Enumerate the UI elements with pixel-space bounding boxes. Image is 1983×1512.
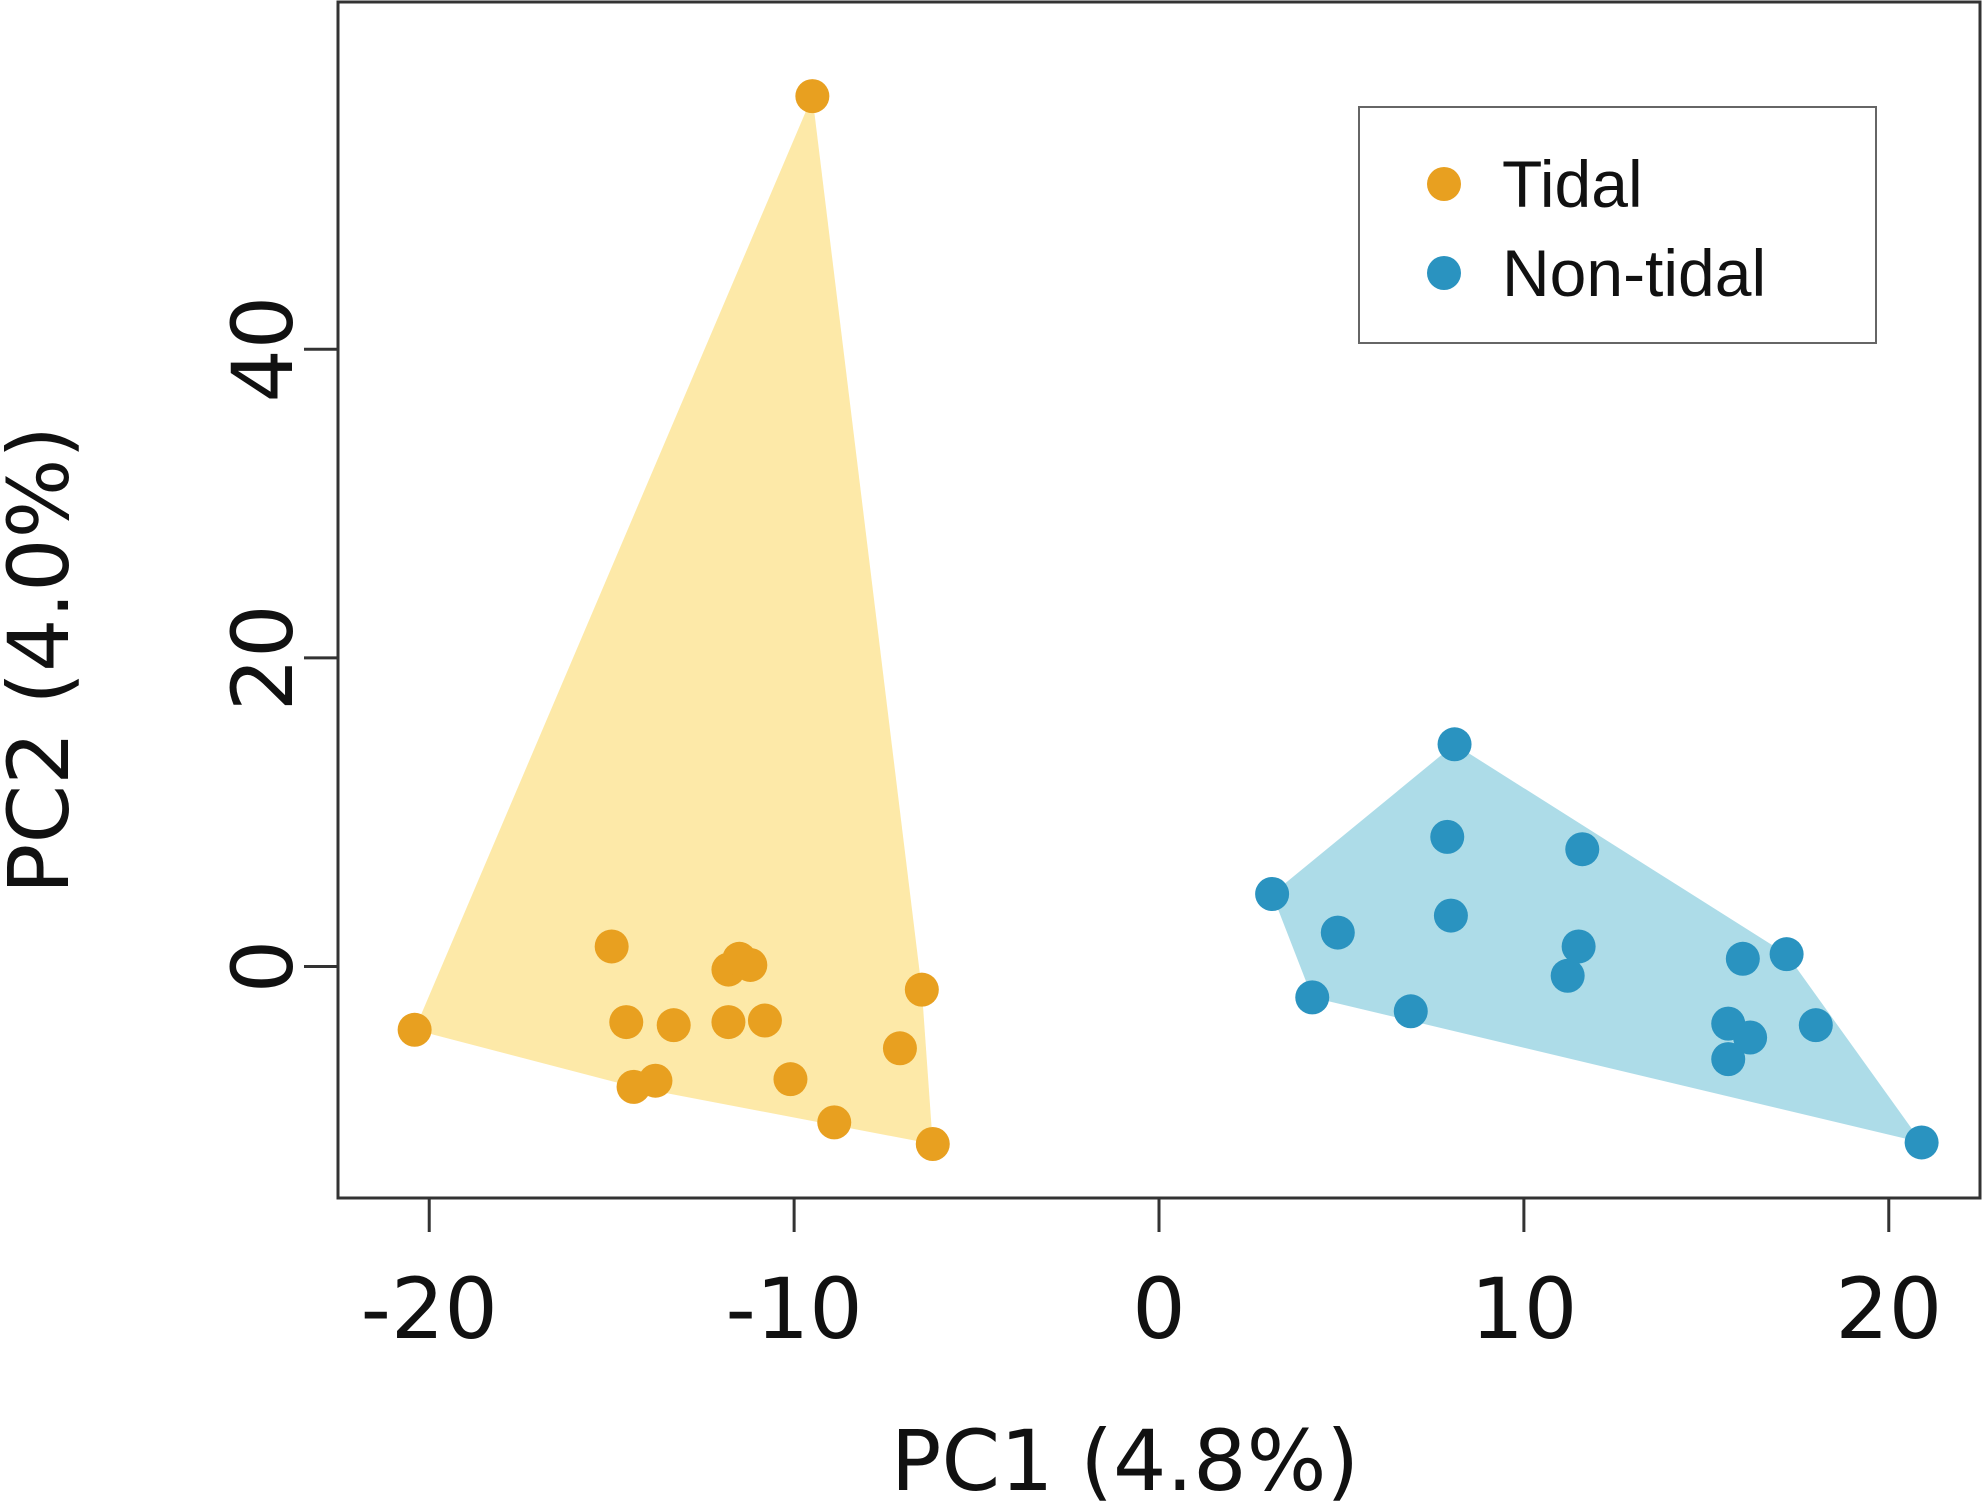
- legend-marker-tidal: [1427, 167, 1461, 201]
- point-tidal: [747, 1003, 782, 1038]
- point-non-tidal: [1769, 937, 1804, 972]
- point-tidal: [656, 1008, 691, 1043]
- point-non-tidal: [1904, 1125, 1939, 1160]
- x-tick-label: -10: [726, 1260, 863, 1358]
- x-axis: -20 -10 0 10 20: [361, 1198, 1942, 1358]
- point-non-tidal: [1437, 727, 1472, 762]
- x-tick-label: 0: [1132, 1260, 1185, 1358]
- legend-label-tidal: Tidal: [1502, 147, 1643, 221]
- point-non-tidal: [1711, 1042, 1746, 1077]
- legend-marker-non-tidal: [1427, 256, 1461, 290]
- point-non-tidal: [1433, 898, 1468, 933]
- hull-tidal: [414, 96, 933, 1144]
- data-points: [397, 79, 1939, 1161]
- point-non-tidal: [1393, 994, 1428, 1029]
- legend-label-non-tidal: Non-tidal: [1502, 236, 1766, 310]
- point-non-tidal: [1320, 915, 1355, 950]
- point-non-tidal: [1295, 980, 1330, 1015]
- y-tick-label: 40: [214, 296, 312, 403]
- y-axis: 0 20 40: [214, 296, 338, 993]
- point-tidal: [773, 1062, 808, 1097]
- point-tidal: [397, 1012, 432, 1047]
- x-tick-label: 20: [1835, 1260, 1942, 1358]
- legend-box: [1358, 106, 1877, 344]
- x-tick-label: -20: [361, 1260, 498, 1358]
- point-non-tidal: [1561, 929, 1596, 964]
- point-non-tidal: [1733, 1020, 1768, 1055]
- x-axis-title: PC1 (4.8%): [891, 1412, 1359, 1510]
- point-tidal: [733, 947, 768, 982]
- point-non-tidal: [1430, 819, 1465, 854]
- point-non-tidal: [1550, 958, 1585, 993]
- point-non-tidal: [1798, 1008, 1833, 1043]
- point-non-tidal: [1255, 876, 1290, 911]
- point-tidal: [711, 1005, 746, 1040]
- y-tick-label: 0: [214, 940, 312, 993]
- point-tidal: [817, 1105, 852, 1140]
- point-tidal: [609, 1005, 644, 1040]
- x-tick-label: 10: [1470, 1260, 1577, 1358]
- y-axis-title: PC2 (4.0%): [0, 426, 88, 894]
- point-tidal: [594, 929, 629, 964]
- legend: Tidal Non-tidal: [1358, 106, 1877, 344]
- point-tidal: [904, 972, 939, 1007]
- point-tidal: [795, 79, 830, 114]
- point-tidal: [915, 1126, 950, 1161]
- point-tidal: [882, 1031, 917, 1066]
- y-tick-label: 20: [214, 604, 312, 711]
- point-tidal: [638, 1063, 673, 1098]
- point-non-tidal: [1565, 832, 1600, 867]
- point-non-tidal: [1725, 941, 1760, 976]
- hull-non-tidal: [1272, 744, 1922, 1143]
